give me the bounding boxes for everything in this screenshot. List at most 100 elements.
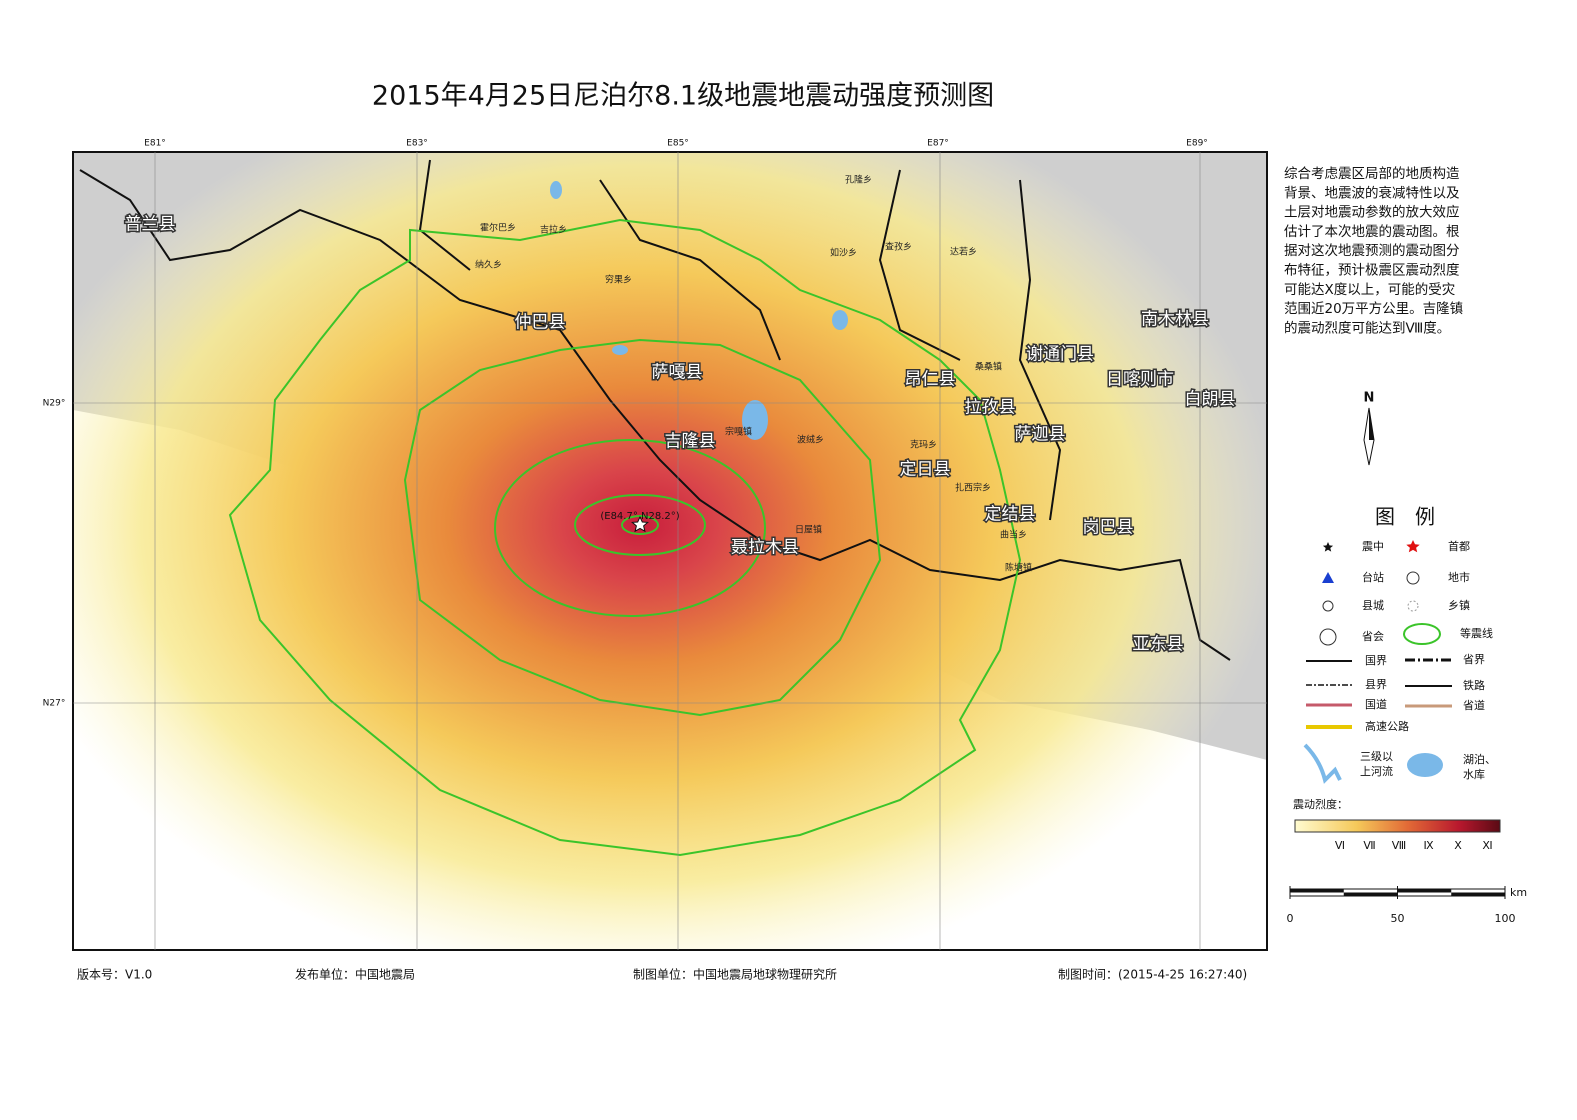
legend-label: 省会 [1362, 630, 1384, 643]
town-label: 日屋镇 [795, 524, 822, 536]
place-label: 仲巴县 [515, 313, 566, 333]
place-label: 白朗县 [1185, 390, 1236, 410]
place-label: 吉隆县 [665, 432, 716, 452]
map-area [73, 152, 1267, 950]
river-symbol [1303, 743, 1342, 784]
legend-label: 湖泊、 [1463, 753, 1496, 766]
legend-title: 图 例 [1375, 505, 1435, 529]
town-label: 纳久乡 [475, 259, 502, 271]
legend-label: 等震线 [1460, 626, 1493, 640]
intensity-level: Ⅹ [1454, 839, 1462, 852]
footer: 版本号：V1.0 发布单位：中国地震局 制图单位：中国地震局地球物理研究所 制图时间：… [77, 967, 1247, 982]
legend-label: 省道 [1463, 698, 1485, 712]
town-label: 陈塘镇 [1005, 562, 1032, 574]
place-label: 萨迦县 [1015, 425, 1066, 445]
scale-unit: km [1510, 886, 1527, 899]
lon-label: E83° [406, 139, 428, 149]
legend-label: 省界 [1463, 653, 1485, 666]
town-label: 如沙乡 [830, 247, 857, 259]
scale-bar: 0 50 100 km [1287, 886, 1527, 925]
scale-label: 50 [1391, 912, 1405, 925]
legend-label: 上河流 [1360, 764, 1393, 778]
town-label: 桑桑镇 [975, 361, 1002, 373]
description-line: 范围近20万平方公里。吉隆镇 [1284, 301, 1463, 317]
legend-symbol [1319, 628, 1337, 646]
footer-text: 制图单位：中国地震局地球物理研究所 [633, 967, 837, 982]
place-label: 普兰县 [125, 215, 176, 235]
legend-symbol [1322, 600, 1334, 612]
intensity-level: Ⅷ [1392, 839, 1407, 852]
town-label: 波绒乡 [797, 434, 824, 446]
isoseismals [228, 218, 1022, 857]
lakes [550, 181, 848, 440]
town-label: 孔隆乡 [845, 174, 872, 186]
town-label: 达若乡 [950, 246, 977, 258]
north-label: N [1364, 391, 1375, 406]
scale-label: 100 [1495, 912, 1516, 925]
place-label: 岗巴县 [1083, 518, 1134, 538]
description-line: 的震动烈度可能达到Ⅷ度。 [1284, 320, 1450, 336]
legend-label: 水库 [1463, 768, 1485, 781]
intensity-levels: Ⅵ Ⅶ Ⅷ Ⅸ Ⅹ Ⅺ [1335, 839, 1493, 852]
legend-symbol [1403, 623, 1441, 645]
place-label: 定日县 [900, 460, 951, 480]
description-line: 布特征，预计极震区震动烈度 [1284, 263, 1460, 279]
legend-label: 高速公路 [1365, 719, 1409, 733]
legend-label: 县城 [1362, 599, 1384, 612]
lake-symbol [1407, 753, 1443, 777]
intensity-colorbar [1294, 819, 1501, 833]
legend-label: 县界 [1365, 678, 1387, 691]
description: 综合考虑震区局部的地质构造背景、地震波的衰减特性以及土层对地震动参数的放大效应估… [1284, 166, 1463, 336]
map-frame [72, 151, 1268, 951]
legend-label: 地市 [1448, 570, 1470, 584]
graticule-labels: E81° E83° E85° E87° E89° N29° N27° [43, 139, 1208, 709]
north-arrow-fill [1369, 408, 1374, 440]
footer-text: 制图时间：(2015-4-25 16:27:40) [1058, 968, 1247, 982]
legend-symbol [1406, 571, 1420, 585]
town-label: 克玛乡 [910, 440, 937, 451]
legend-symbol [1322, 542, 1334, 552]
place-label: 萨嘎县 [652, 363, 703, 383]
description-line: 综合考虑震区局部的地质构造 [1284, 166, 1460, 182]
lon-label: E85° [667, 139, 689, 149]
place-label: 定结县 [985, 505, 1036, 525]
place-label: 昂仁县 [905, 370, 956, 390]
description-line: 背景、地震波的衰减特性以及 [1284, 184, 1460, 201]
town-label: 穷果乡 [605, 274, 632, 286]
legend-label: 台站 [1362, 570, 1384, 584]
town-label: 霍尔巴乡 [480, 222, 516, 234]
lon-label: E87° [927, 139, 949, 149]
legend-symbol [1322, 572, 1334, 583]
scale-segment [1343, 892, 1398, 896]
place-label: 日喀则市 [1106, 370, 1174, 390]
description-line: 可能达Ⅹ度以上，可能的受灾 [1284, 281, 1455, 298]
legend-symbol [1406, 540, 1420, 553]
scale-label: 0 [1287, 912, 1294, 925]
place-label: 南木林县 [1141, 310, 1209, 330]
legend-label: 乡镇 [1448, 598, 1470, 612]
legend-label: 国道 [1365, 697, 1387, 711]
intensity-level: Ⅵ [1335, 839, 1345, 852]
lon-label: E81° [144, 139, 166, 149]
scale-segment [1451, 892, 1505, 896]
place-label: 亚东县 [1133, 635, 1184, 655]
town-label: 扎西宗乡 [955, 482, 991, 494]
footer-text: 发布单位：中国地震局 [295, 967, 415, 982]
intensity-level: Ⅶ [1363, 839, 1375, 852]
place-label: 拉孜县 [965, 398, 1016, 418]
description-line: 土层对地震动参数的放大效应 [1284, 204, 1460, 221]
place-label: 聂拉木县 [731, 538, 799, 558]
legend-label: 三级以 [1360, 750, 1393, 763]
legend-label: 首都 [1448, 539, 1470, 553]
intensity-label: 震动烈度： [1293, 797, 1348, 811]
footer-text: 版本号：V1.0 [77, 968, 152, 982]
town-label: 曲当乡 [1000, 529, 1027, 541]
legend-label: 国界 [1365, 654, 1387, 667]
lat-label: N27° [43, 699, 66, 709]
intensity-level: Ⅺ [1482, 839, 1492, 852]
legend-label: 震中 [1362, 540, 1384, 553]
